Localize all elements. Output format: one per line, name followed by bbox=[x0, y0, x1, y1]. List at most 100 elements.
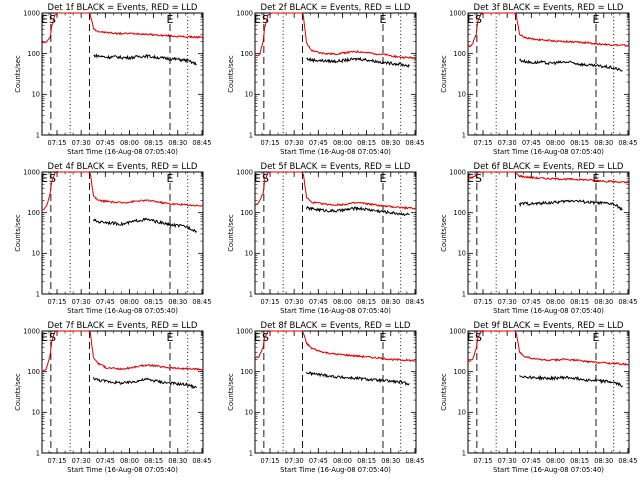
x-tick-label: 08:15 bbox=[570, 139, 589, 147]
plot-frame bbox=[467, 171, 630, 295]
y-tick-label: 100 bbox=[453, 209, 466, 217]
x-tick-label: 07:30 bbox=[72, 457, 91, 465]
y-tick-label: 1000 bbox=[236, 327, 253, 335]
x-tick-label: 07:15 bbox=[261, 457, 280, 465]
x-tick-label: 07:45 bbox=[309, 139, 328, 147]
y-tick-label: 10 bbox=[458, 91, 466, 99]
y-tick-label: 1000 bbox=[23, 327, 40, 335]
series-lld-line bbox=[467, 12, 630, 48]
event-marker: E bbox=[467, 172, 474, 185]
panel-title: Det 4f BLACK = Events, RED = LLD bbox=[48, 162, 198, 172]
x-tick-label: 08:15 bbox=[570, 298, 589, 306]
event-marker: E bbox=[41, 172, 48, 185]
y-tick-label: 10 bbox=[458, 250, 466, 258]
x-tick-label: 07:45 bbox=[309, 457, 328, 465]
plot-frame bbox=[41, 171, 204, 295]
x-tick-label: 07:45 bbox=[309, 298, 328, 306]
plot-frame bbox=[41, 330, 204, 454]
y-tick-label: 1 bbox=[462, 449, 466, 457]
event-marker: E bbox=[41, 13, 48, 26]
y-axis-label: Counts/sec bbox=[440, 373, 448, 411]
x-tick-label: 07:30 bbox=[498, 139, 517, 147]
series-events-line bbox=[519, 199, 623, 211]
y-axis-label: Counts/sec bbox=[14, 373, 22, 411]
x-tick-label: 07:30 bbox=[72, 298, 91, 306]
series-lld-line bbox=[467, 171, 630, 184]
y-axis-label: Counts/sec bbox=[227, 214, 235, 252]
panel-det-7: Det 7f BLACK = Events, RED = LLD 1 10 100 10… bbox=[14, 321, 211, 474]
y-tick-label: 100 bbox=[27, 209, 40, 217]
y-tick-label: 1000 bbox=[449, 9, 466, 17]
event-marker: E bbox=[593, 331, 600, 344]
event-marker: E bbox=[254, 13, 261, 26]
event-marker: E bbox=[467, 13, 474, 26]
panel-det-8: Det 8f BLACK = Events, RED = LLD 1 10 100 10… bbox=[227, 321, 424, 474]
event-marker: E bbox=[254, 172, 261, 185]
x-axis-label: Start Time (16-Aug-08 07:05:40) bbox=[280, 307, 391, 315]
panel-title: Det 1f BLACK = Events, RED = LLD bbox=[48, 3, 198, 13]
y-tick-label: 10 bbox=[32, 409, 40, 417]
x-tick-label: 08:30 bbox=[381, 298, 400, 306]
series-events-line bbox=[306, 56, 410, 68]
x-tick-label: 07:45 bbox=[522, 139, 541, 147]
x-tick-label: 08:15 bbox=[357, 298, 376, 306]
y-tick-label: 1 bbox=[462, 131, 466, 139]
x-axis-label: Start Time (16-Aug-08 07:05:40) bbox=[67, 466, 178, 474]
plot-frame bbox=[254, 171, 417, 295]
x-axis-label: Start Time (16-Aug-08 07:05:40) bbox=[67, 148, 178, 156]
panel-det-6: Det 6f BLACK = Events, RED = LLD 1 10 100 10… bbox=[440, 162, 637, 315]
x-tick-label: 08:30 bbox=[594, 457, 613, 465]
y-tick-label: 1 bbox=[36, 449, 40, 457]
series-events-line bbox=[93, 53, 197, 66]
event-marker: E bbox=[254, 331, 261, 344]
x-tick-label: 08:45 bbox=[405, 457, 424, 465]
y-tick-label: 100 bbox=[240, 50, 253, 58]
x-tick-label: 07:30 bbox=[285, 457, 304, 465]
y-tick-label: 100 bbox=[240, 368, 253, 376]
x-tick-label: 08:30 bbox=[381, 139, 400, 147]
event-marker: S bbox=[49, 13, 56, 26]
panel-det-9: Det 9f BLACK = Events, RED = LLD 1 10 100 10… bbox=[440, 321, 637, 474]
x-tick-label: 07:15 bbox=[48, 457, 67, 465]
y-tick-label: 10 bbox=[32, 250, 40, 258]
event-marker: E bbox=[593, 172, 600, 185]
x-tick-label: 07:15 bbox=[474, 298, 493, 306]
y-tick-label: 1 bbox=[249, 290, 253, 298]
series-lld-line bbox=[41, 330, 204, 373]
x-tick-label: 08:45 bbox=[618, 298, 637, 306]
x-tick-label: 08:45 bbox=[192, 139, 211, 147]
series-events-line bbox=[93, 376, 198, 390]
x-tick-label: 07:45 bbox=[522, 457, 541, 465]
x-tick-label: 08:00 bbox=[333, 457, 352, 465]
x-tick-label: 07:45 bbox=[96, 139, 115, 147]
event-marker: S bbox=[262, 13, 269, 26]
event-marker: E bbox=[593, 13, 600, 26]
event-marker: E bbox=[41, 331, 48, 344]
y-tick-label: 100 bbox=[240, 209, 253, 217]
event-marker: E bbox=[380, 331, 387, 344]
plot-frame bbox=[41, 12, 204, 136]
event-marker: E bbox=[380, 172, 387, 185]
x-tick-label: 08:30 bbox=[168, 298, 187, 306]
plot-frame bbox=[254, 12, 417, 136]
y-axis-label: Counts/sec bbox=[440, 214, 448, 252]
event-marker: E bbox=[380, 13, 387, 26]
x-tick-label: 08:15 bbox=[144, 457, 163, 465]
y-tick-label: 100 bbox=[453, 368, 466, 376]
series-lld-line bbox=[467, 329, 630, 366]
x-tick-label: 08:30 bbox=[594, 139, 613, 147]
y-tick-label: 10 bbox=[245, 409, 253, 417]
x-tick-label: 08:30 bbox=[168, 139, 187, 147]
panel-title: Det 8f BLACK = Events, RED = LLD bbox=[261, 321, 411, 331]
series-events-line bbox=[519, 374, 623, 388]
series-events-line bbox=[519, 58, 623, 72]
x-tick-label: 08:45 bbox=[405, 298, 424, 306]
x-tick-label: 08:00 bbox=[333, 298, 352, 306]
series-lld-line bbox=[254, 171, 417, 211]
panel-title: Det 7f BLACK = Events, RED = LLD bbox=[48, 321, 198, 331]
panel-det-2: Det 2f BLACK = Events, RED = LLD 1 10 100 10… bbox=[227, 3, 424, 156]
panel-det-4: Det 4f BLACK = Events, RED = LLD 1 10 100 10… bbox=[14, 162, 211, 315]
x-tick-label: 07:45 bbox=[522, 298, 541, 306]
y-axis-label: Counts/sec bbox=[14, 55, 22, 93]
